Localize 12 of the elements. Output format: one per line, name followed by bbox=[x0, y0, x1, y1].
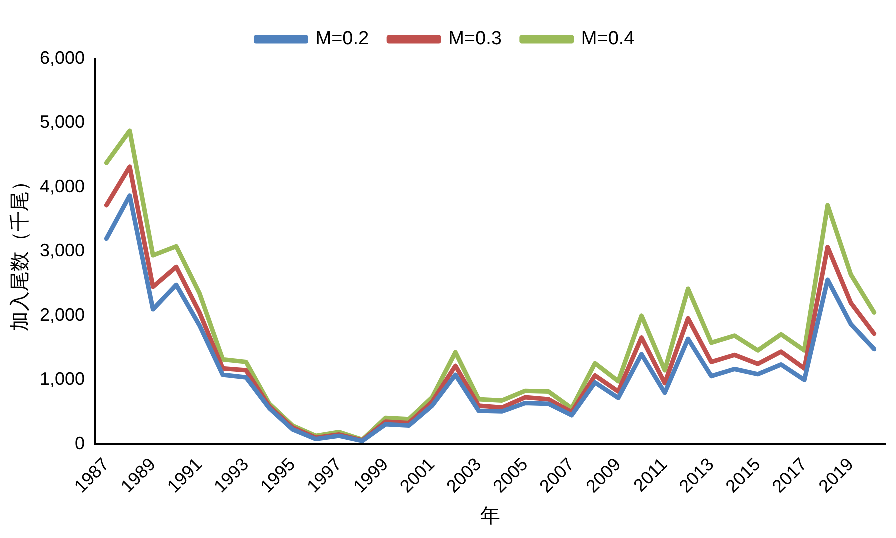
legend-label: M=0.3 bbox=[448, 28, 502, 50]
y-tick-label: 6,000 bbox=[40, 48, 86, 68]
y-tick-label: 2,000 bbox=[40, 304, 86, 325]
y-tick-label: 3,000 bbox=[40, 240, 86, 261]
legend-label: M=0.2 bbox=[316, 28, 370, 50]
y-tick-label: 1,000 bbox=[40, 369, 86, 390]
y-tick-label: 0 bbox=[75, 433, 86, 454]
y-tick-label: 4,000 bbox=[40, 176, 86, 196]
legend-label: M=0.4 bbox=[581, 28, 636, 50]
x-axis-title: 年 bbox=[480, 506, 501, 528]
y-axis-title: 加入尾数（千尾） bbox=[10, 172, 32, 332]
y-tick-label: 5,000 bbox=[40, 112, 86, 132]
